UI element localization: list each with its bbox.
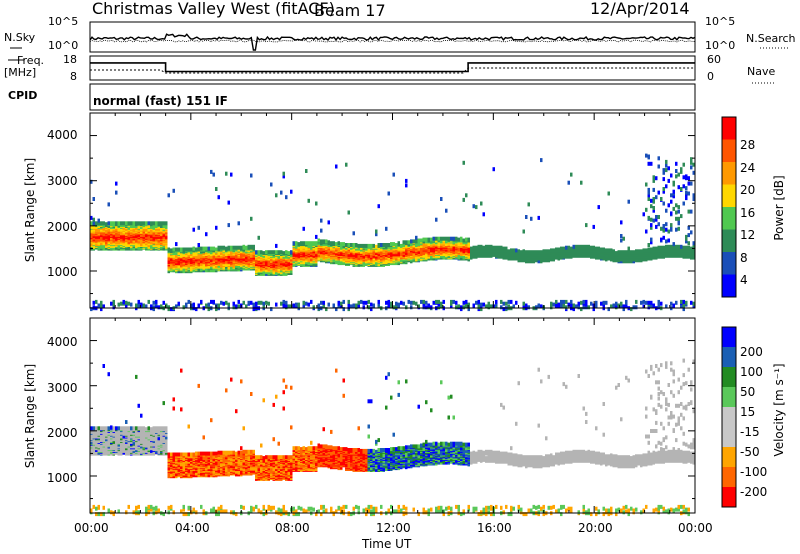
power-heatmap-cells	[90, 153, 695, 312]
freq-ytick-bottom: 8	[70, 70, 77, 83]
nave-ytick-top: 60	[707, 53, 721, 66]
freq-label-line1: Freq.	[17, 54, 45, 67]
cpid-panel-frame	[89, 83, 696, 111]
nave-label: Nave	[747, 65, 776, 78]
station-title: Christmas Valley West (fitACF)	[92, 0, 335, 18]
velocity-cbar-tick-neg200: -200	[740, 485, 768, 499]
velocity-ytick-3000: 3000	[47, 381, 78, 395]
velocity-heatmap-cells	[90, 358, 695, 517]
power-cbar-tick-12: 12	[740, 228, 756, 242]
xtick-1200: 12:00	[376, 521, 411, 535]
velocity-ytick-2000: 2000	[47, 426, 78, 440]
power-ylabel: Slant Range [km]	[23, 157, 37, 263]
xaxis-label: Time UT	[362, 537, 412, 551]
noise-line	[89, 33, 696, 51]
velocity-cbar-tick-50: 50	[740, 385, 756, 399]
cpid-label: CPID	[8, 89, 38, 102]
nave-line	[90, 67, 695, 74]
beam-label: Beam 17	[314, 1, 386, 20]
search-noise-line	[89, 39, 695, 43]
noise-right-ytick-bottom: 10^0	[705, 39, 736, 52]
velocity-cbar-label: Velocity [m s⁻¹]	[772, 363, 786, 457]
velocity-cbar-tick-200: 200	[740, 345, 763, 359]
velocity-colorbar-frame	[721, 326, 737, 508]
freq-ytick-top: 18	[63, 53, 77, 66]
velocity-cbar-tick-100: 100	[740, 365, 763, 379]
power-cbar-tick-20: 20	[740, 183, 756, 197]
nsearch-label: N.Search	[746, 32, 796, 45]
noise-right-ytick-top: 10^5	[705, 15, 736, 28]
power-ytick-1000: 1000	[47, 265, 78, 279]
velocity-panel-frame	[89, 317, 696, 514]
xtick-0000: 00:00	[74, 521, 109, 535]
power-panel-frame	[89, 112, 696, 309]
power-cbar-tick-28: 28	[740, 138, 756, 152]
freq-label-line2: [MHz]	[4, 66, 37, 79]
velocity-ytick-4000: 4000	[47, 335, 78, 349]
power-cbar-tick-24: 24	[740, 161, 756, 175]
program-label: normal (fast) 151 IF	[93, 94, 228, 108]
power-ytick-3000: 3000	[47, 174, 78, 188]
axis-ticks	[89, 112, 696, 513]
xtick-2400: 00:00	[678, 521, 713, 535]
date-label: 12/Apr/2014	[590, 0, 690, 18]
power-cbar-label: Power [dB]	[772, 175, 786, 241]
frequency-panel-frame	[89, 55, 696, 81]
power-ytick-2000: 2000	[47, 220, 78, 234]
noise-ytick-bottom: 10^0	[48, 39, 79, 52]
velocity-cbar-tick-neg100: -100	[740, 465, 768, 479]
xtick-0400: 04:00	[175, 521, 210, 535]
power-ytick-4000: 4000	[47, 128, 78, 142]
power-cbar-tick-16: 16	[740, 206, 756, 220]
xtick-0800: 08:00	[275, 521, 310, 535]
nave-ytick-bottom: 0	[707, 70, 714, 83]
noise-ytick-top: 10^5	[48, 15, 79, 28]
nsky-label: N.Sky	[4, 31, 36, 44]
xtick-2000: 20:00	[578, 521, 613, 535]
power-colorbar	[722, 117, 736, 297]
velocity-ytick-1000: 1000	[47, 471, 78, 485]
power-colorbar-frame	[721, 116, 737, 298]
velocity-ylabel: Slant Range [km]	[23, 363, 37, 469]
velocity-cbar-tick-neg50: -50	[740, 445, 760, 459]
xtick-1600: 16:00	[477, 521, 512, 535]
velocity-cbar-tick-15: 15	[740, 405, 756, 419]
velocity-cbar-tick-neg15: -15	[740, 425, 760, 439]
power-cbar-tick-4: 4	[740, 273, 748, 287]
power-cbar-tick-8: 8	[740, 251, 748, 265]
noise-panel-frame	[89, 21, 696, 53]
frequency-line	[90, 62, 695, 73]
velocity-colorbar	[722, 327, 736, 507]
